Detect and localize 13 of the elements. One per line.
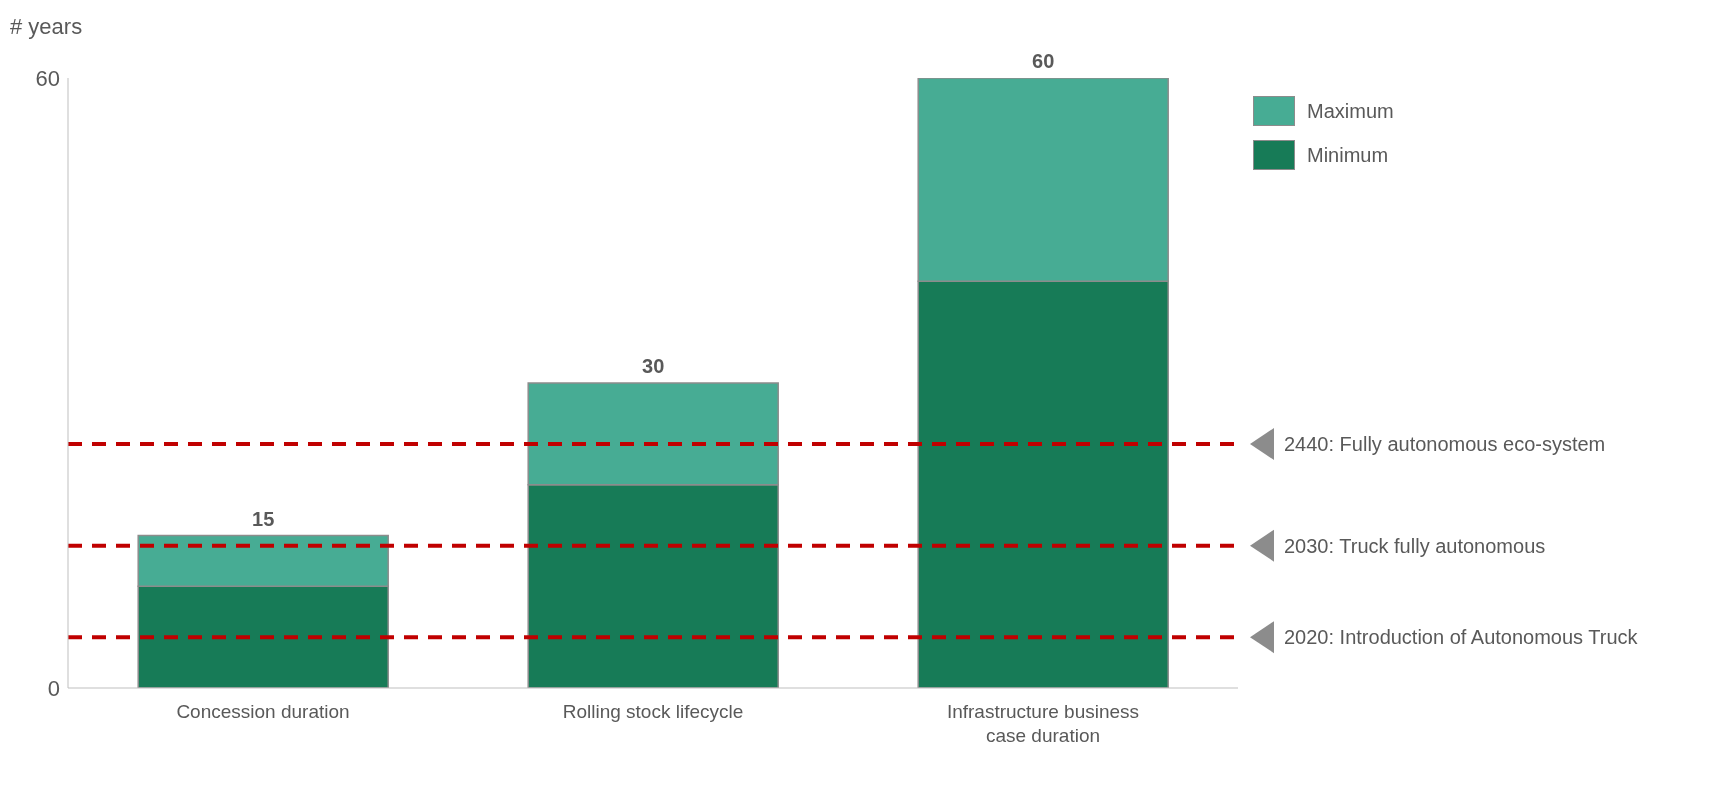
y-tick-label: 0 (47, 675, 60, 701)
x-tick-label: Infrastructure business case duration (946, 701, 1140, 746)
x-tick-label: Concession duration (176, 701, 350, 722)
legend-label: Maximum (1307, 99, 1394, 123)
legend-label: Minimum (1307, 143, 1389, 167)
x-tick-label: Rolling stock lifecycle (562, 701, 744, 722)
ref-line-label: 2440: Fully autonomous eco-system (1284, 433, 1606, 455)
total-label: 15 (252, 507, 275, 530)
total-label: 30 (642, 355, 665, 377)
ref-line-label: 2030: Truck fully autonomous (1284, 534, 1546, 557)
ref-line-label: 2020: Introduction of Autonomous Truck (1284, 626, 1639, 649)
total-label: 60 (1032, 50, 1055, 72)
y-axis-title: # years (10, 14, 83, 40)
